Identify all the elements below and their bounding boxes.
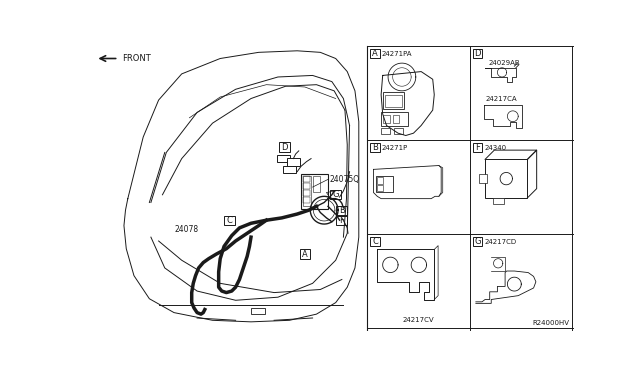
Bar xyxy=(337,206,344,210)
Bar xyxy=(330,190,341,199)
Text: A: A xyxy=(372,49,378,58)
Bar xyxy=(301,174,328,209)
Text: R24000HV: R24000HV xyxy=(532,320,570,326)
Bar xyxy=(337,216,348,225)
Bar xyxy=(385,95,402,107)
Text: 24078: 24078 xyxy=(175,225,198,234)
Text: 24075Q: 24075Q xyxy=(330,175,360,184)
Bar xyxy=(473,49,482,58)
Bar xyxy=(393,115,399,123)
Text: B: B xyxy=(372,143,378,152)
Text: 24029AB: 24029AB xyxy=(489,60,520,66)
Bar xyxy=(479,174,486,183)
Text: F: F xyxy=(339,216,344,225)
Text: C: C xyxy=(227,216,232,225)
Text: 24340: 24340 xyxy=(484,145,506,151)
Text: G: G xyxy=(474,237,481,246)
Bar xyxy=(371,237,380,246)
Bar xyxy=(287,158,300,166)
Text: G: G xyxy=(332,190,339,199)
Bar xyxy=(383,92,404,109)
Bar xyxy=(277,155,289,163)
Bar xyxy=(381,128,390,134)
Bar xyxy=(284,166,296,173)
Bar xyxy=(300,250,310,259)
Bar xyxy=(383,115,390,123)
Bar xyxy=(279,142,289,152)
Text: 24217CD: 24217CD xyxy=(484,239,516,245)
Text: C: C xyxy=(372,237,378,246)
Bar xyxy=(473,143,482,153)
Text: A: A xyxy=(302,250,308,259)
Bar xyxy=(303,190,310,196)
Bar xyxy=(303,176,311,206)
Bar xyxy=(224,216,235,225)
Bar xyxy=(378,185,383,191)
Bar xyxy=(485,159,527,198)
Text: B: B xyxy=(339,206,345,215)
Bar xyxy=(312,176,320,192)
Text: D: D xyxy=(281,142,287,151)
Text: 24271PA: 24271PA xyxy=(382,51,412,57)
Bar xyxy=(371,143,380,153)
Text: 24271P: 24271P xyxy=(382,145,408,151)
Bar xyxy=(337,206,348,215)
Bar xyxy=(394,128,403,134)
Text: 24217CV: 24217CV xyxy=(403,317,434,323)
Bar xyxy=(303,197,310,203)
Text: FRONT: FRONT xyxy=(122,54,150,63)
Bar xyxy=(371,49,380,58)
Bar xyxy=(334,195,340,199)
Bar xyxy=(376,176,393,192)
Bar xyxy=(378,177,383,184)
Bar xyxy=(251,308,265,314)
Text: F: F xyxy=(475,143,480,152)
Bar xyxy=(493,198,504,204)
Text: 24217CA: 24217CA xyxy=(485,96,516,102)
Bar xyxy=(303,183,310,189)
Bar xyxy=(303,176,310,183)
Text: D: D xyxy=(474,49,481,58)
Bar xyxy=(381,112,408,126)
Bar xyxy=(473,237,482,246)
Bar xyxy=(339,216,345,220)
